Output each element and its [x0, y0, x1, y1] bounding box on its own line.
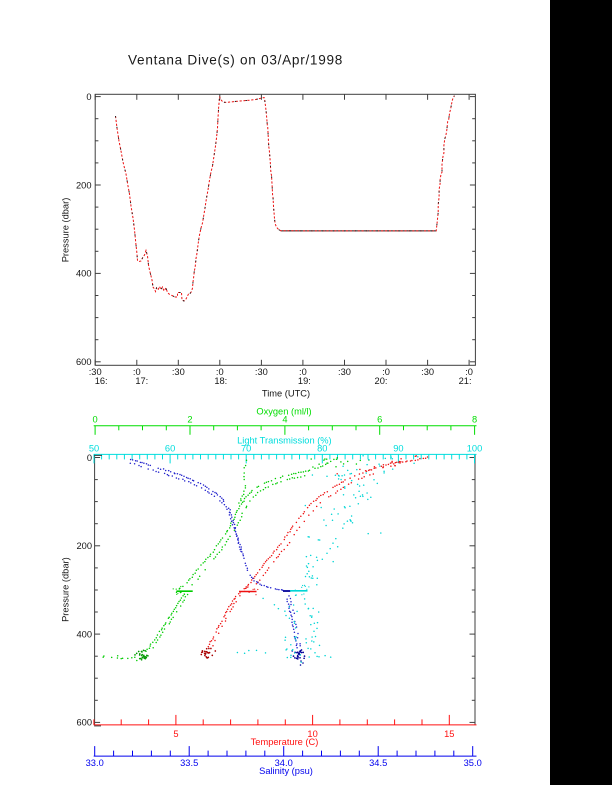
svg-text:2: 2	[187, 414, 192, 424]
svg-text::30: :30	[172, 367, 185, 377]
svg-text:6: 6	[377, 414, 382, 424]
svg-text::30: :30	[338, 367, 351, 377]
svg-text::0: :0	[382, 367, 390, 377]
svg-text:Pressure (dbar): Pressure (dbar)	[61, 557, 71, 622]
svg-text:Ventana Dive(s) on 03/Apr/1998: Ventana Dive(s) on 03/Apr/1998	[128, 53, 343, 68]
svg-text:400: 400	[76, 629, 92, 639]
svg-text::0: :0	[299, 367, 307, 377]
svg-text:33.0: 33.0	[86, 758, 104, 768]
svg-text::30: :30	[421, 367, 434, 377]
svg-text:4: 4	[282, 414, 287, 424]
svg-text:60: 60	[165, 443, 175, 453]
svg-text:35.0: 35.0	[464, 758, 482, 768]
svg-text::30: :30	[255, 367, 268, 377]
svg-text:100: 100	[467, 443, 483, 453]
svg-text:0: 0	[86, 92, 91, 102]
svg-text:33.5: 33.5	[180, 758, 198, 768]
svg-text:8: 8	[472, 414, 477, 424]
svg-text:200: 200	[76, 180, 92, 190]
svg-text:Pressure (dbar): Pressure (dbar)	[61, 198, 71, 263]
svg-text:600: 600	[76, 718, 92, 728]
svg-text:Salinity (psu): Salinity (psu)	[259, 766, 313, 776]
svg-text:19:: 19:	[298, 376, 311, 386]
svg-text:600: 600	[76, 357, 92, 367]
svg-text:Light Transmission (%): Light Transmission (%)	[237, 435, 332, 445]
svg-text:50: 50	[89, 443, 99, 453]
svg-text:10: 10	[307, 729, 317, 739]
svg-text:200: 200	[76, 541, 92, 551]
svg-text::0: :0	[133, 367, 141, 377]
svg-text:80: 80	[317, 443, 327, 453]
svg-text::30: :30	[89, 367, 102, 377]
svg-text:0: 0	[87, 453, 92, 463]
svg-text:21:: 21:	[459, 376, 472, 386]
svg-text:5: 5	[173, 729, 178, 739]
svg-text:90: 90	[393, 443, 403, 453]
svg-text:Time (UTC): Time (UTC)	[262, 389, 310, 399]
svg-text:18:: 18:	[214, 376, 227, 386]
svg-text:400: 400	[76, 269, 92, 279]
svg-text:34.5: 34.5	[369, 758, 387, 768]
svg-text::0: :0	[216, 367, 224, 377]
svg-text::0: :0	[465, 367, 473, 377]
svg-text:34.0: 34.0	[275, 758, 293, 768]
svg-text:0: 0	[93, 414, 98, 424]
svg-text:Temperature (C): Temperature (C)	[251, 737, 319, 747]
svg-text:20:: 20:	[375, 376, 388, 386]
svg-text:16:: 16:	[95, 376, 108, 386]
svg-text:17:: 17:	[135, 376, 148, 386]
svg-text:70: 70	[241, 443, 251, 453]
svg-text:Oxygen (ml/l): Oxygen (ml/l)	[256, 407, 311, 417]
svg-text:15: 15	[444, 729, 454, 739]
